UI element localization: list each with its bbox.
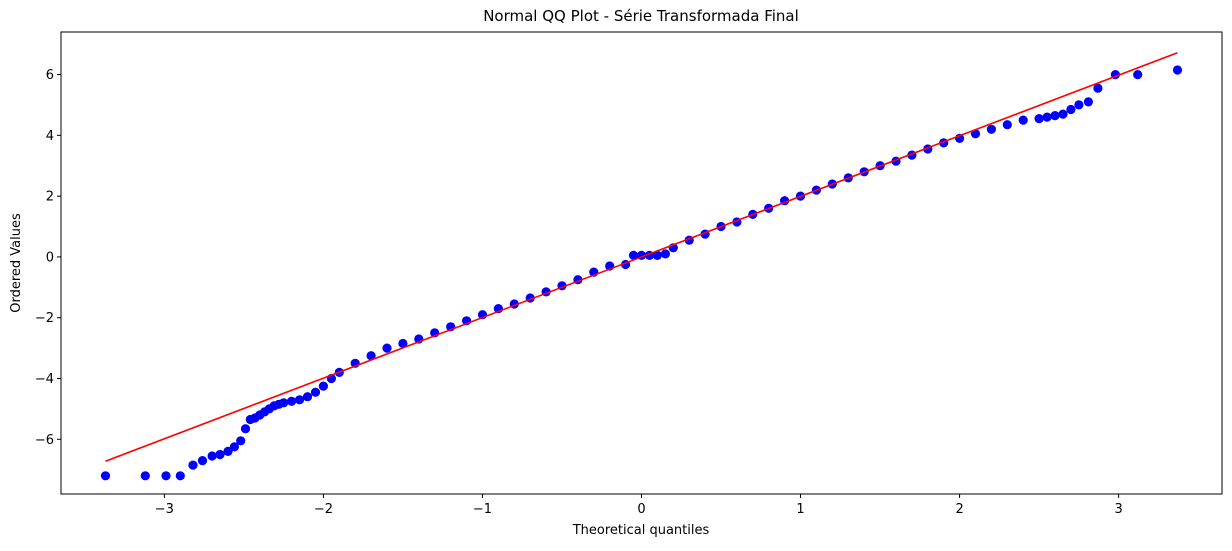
data-point bbox=[382, 343, 392, 353]
x-tick-label: 3 bbox=[1114, 502, 1122, 517]
data-point bbox=[1093, 83, 1103, 93]
y-tick-label: −4 bbox=[35, 372, 54, 387]
fit-line bbox=[105, 51, 1178, 462]
data-point bbox=[1066, 104, 1076, 115]
data-point bbox=[215, 449, 225, 460]
data-point bbox=[1074, 100, 1084, 110]
x-axis-label: Theoretical quantiles bbox=[572, 523, 710, 538]
y-tick-label: 4 bbox=[46, 129, 54, 144]
data-point bbox=[1083, 97, 1093, 107]
data-point bbox=[986, 124, 997, 134]
data-point bbox=[1018, 115, 1028, 125]
data-point bbox=[652, 250, 663, 260]
data-point bbox=[1172, 65, 1183, 75]
y-tick-label: 0 bbox=[46, 250, 54, 265]
data-point bbox=[1050, 111, 1060, 121]
x-tick-label: −1 bbox=[473, 502, 492, 517]
data-point bbox=[279, 398, 289, 408]
plot-area bbox=[100, 51, 1183, 481]
y-tick-label: 6 bbox=[46, 68, 54, 83]
data-point bbox=[398, 338, 408, 349]
data-point bbox=[366, 351, 376, 361]
y-axis: −6 −4 −2 0 2 4 6 bbox=[35, 68, 61, 448]
data-point bbox=[318, 381, 328, 391]
data-point bbox=[175, 471, 185, 481]
data-point bbox=[660, 249, 671, 259]
data-point bbox=[236, 436, 246, 446]
data-point bbox=[1034, 114, 1044, 124]
data-point bbox=[188, 460, 198, 470]
data-point bbox=[140, 471, 150, 481]
y-tick-label: 2 bbox=[46, 190, 54, 205]
data-point bbox=[628, 250, 639, 260]
data-point bbox=[287, 396, 297, 406]
data-point bbox=[223, 446, 233, 456]
data-point bbox=[161, 471, 171, 481]
x-tick-label: −2 bbox=[314, 502, 333, 517]
y-tick-label: −6 bbox=[35, 433, 54, 448]
x-tick-label: 1 bbox=[796, 502, 804, 517]
data-point bbox=[302, 392, 313, 402]
data-point bbox=[240, 424, 251, 434]
data-point bbox=[970, 129, 981, 139]
data-point bbox=[229, 442, 239, 452]
data-point bbox=[1002, 120, 1012, 130]
data-point bbox=[310, 387, 321, 397]
y-axis-label: Ordered Values bbox=[9, 213, 24, 313]
data-point bbox=[207, 451, 217, 461]
x-tick-label: 2 bbox=[955, 502, 963, 517]
data-point bbox=[295, 395, 305, 405]
y-tick-label: −2 bbox=[35, 311, 54, 326]
data-point bbox=[197, 456, 208, 466]
data-point bbox=[1058, 109, 1068, 119]
x-tick-label: −3 bbox=[155, 502, 174, 517]
x-tick-label: 0 bbox=[637, 502, 645, 517]
chart-title: Normal QQ Plot - Série Transformada Fina… bbox=[483, 7, 799, 25]
data-point bbox=[100, 471, 111, 481]
data-point bbox=[1133, 70, 1143, 80]
data-point bbox=[1042, 112, 1052, 122]
x-axis: −3 −2 −1 0 1 2 3 bbox=[155, 494, 1123, 517]
